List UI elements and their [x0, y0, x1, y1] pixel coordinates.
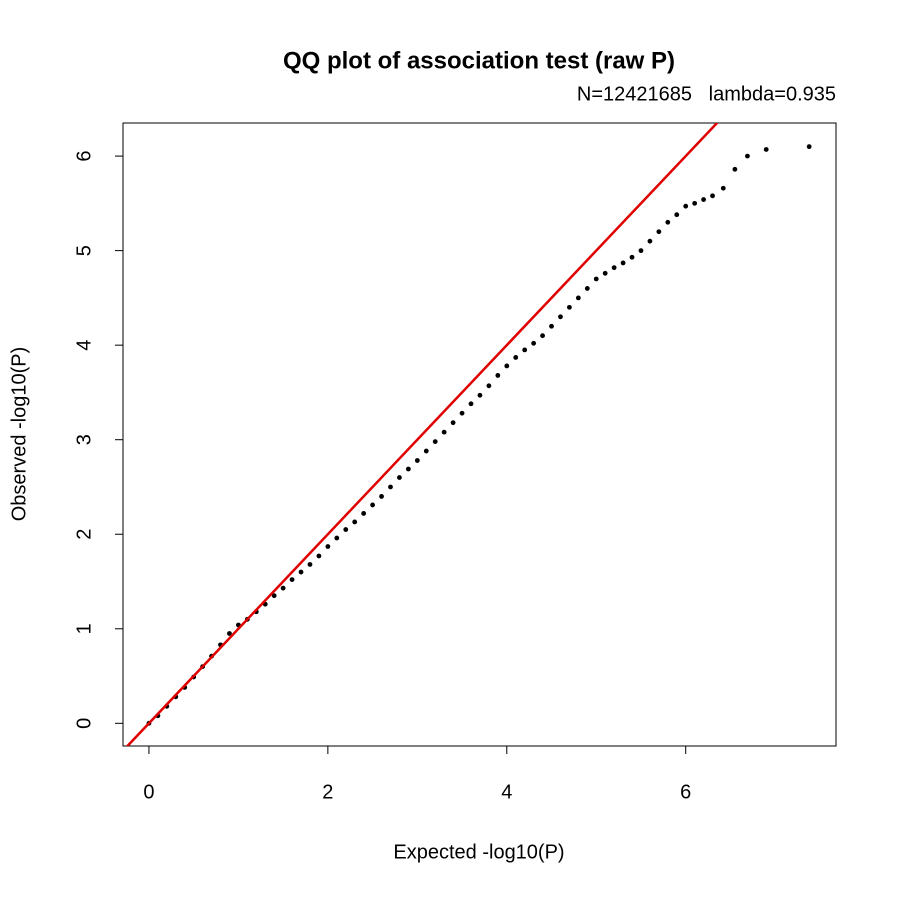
point	[692, 200, 698, 206]
x-axis-label: Expected -log10(P)	[393, 841, 564, 863]
point	[611, 265, 617, 271]
point	[665, 219, 671, 225]
point	[468, 401, 474, 407]
point	[405, 466, 411, 472]
point	[441, 429, 447, 435]
y-tick-label: 5	[73, 245, 95, 256]
point	[414, 458, 420, 463]
y-tick-label: 4	[73, 340, 95, 351]
point	[298, 569, 304, 575]
point	[629, 254, 635, 260]
point	[540, 333, 545, 339]
point	[495, 373, 501, 378]
point	[227, 631, 232, 636]
y-tick-label: 2	[73, 529, 95, 540]
point	[397, 475, 402, 480]
point	[593, 276, 599, 282]
point	[388, 484, 393, 490]
x-tick-label: 0	[143, 781, 154, 803]
point	[486, 383, 492, 389]
point	[379, 494, 384, 499]
point	[459, 410, 465, 416]
point	[674, 212, 680, 218]
point	[325, 544, 331, 549]
y-tick-label: 0	[73, 718, 95, 729]
point	[710, 193, 715, 199]
point	[513, 355, 519, 360]
point	[504, 363, 510, 369]
chart-title: QQ plot of association test (raw P)	[283, 47, 675, 74]
point	[271, 593, 277, 599]
point	[343, 527, 349, 532]
point	[683, 203, 689, 209]
point	[806, 144, 812, 150]
point	[656, 229, 662, 235]
point	[361, 511, 367, 516]
point	[602, 270, 608, 276]
x-tick-label: 6	[680, 781, 691, 803]
point	[549, 323, 554, 329]
point	[567, 304, 572, 310]
point	[745, 153, 750, 159]
point	[289, 577, 295, 583]
point	[638, 248, 644, 254]
point	[432, 439, 438, 444]
x-tick-label: 2	[322, 781, 333, 803]
y-tick-label: 6	[73, 151, 95, 162]
point	[531, 340, 537, 346]
plot-frame	[122, 122, 837, 747]
chart-subtitle: N=12421685 lambda=0.935	[577, 83, 836, 105]
point	[720, 185, 726, 191]
point	[477, 392, 483, 398]
point	[370, 502, 375, 508]
point	[450, 420, 456, 426]
point	[280, 585, 286, 591]
point	[701, 197, 706, 202]
point	[558, 314, 563, 320]
point	[522, 347, 528, 353]
point	[423, 448, 429, 454]
point	[620, 260, 626, 266]
y-tick-label: 1	[73, 623, 95, 634]
point	[307, 562, 313, 567]
point	[316, 553, 322, 559]
point	[352, 519, 358, 525]
point	[732, 166, 738, 172]
point	[763, 147, 769, 152]
plot-area	[125, 123, 812, 746]
y-axis-label: Observed -log10(P)	[8, 347, 30, 522]
point	[584, 286, 590, 291]
reference-line	[125, 123, 719, 746]
point	[575, 295, 581, 301]
x-tick-label: 4	[501, 781, 512, 803]
point	[647, 238, 653, 244]
point	[334, 535, 340, 541]
y-tick-label: 3	[73, 434, 95, 445]
